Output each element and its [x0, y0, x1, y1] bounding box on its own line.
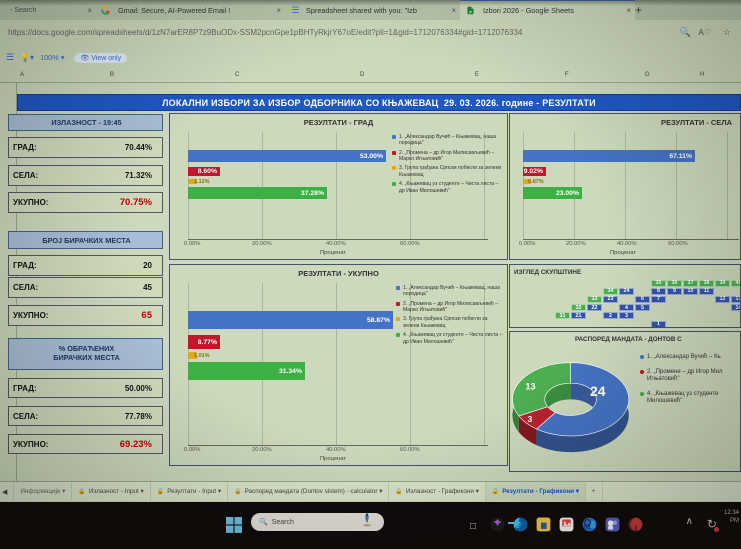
svg-text:24: 24 — [590, 383, 606, 399]
svg-text:13: 13 — [525, 382, 535, 392]
svg-text:3: 3 — [528, 414, 533, 424]
